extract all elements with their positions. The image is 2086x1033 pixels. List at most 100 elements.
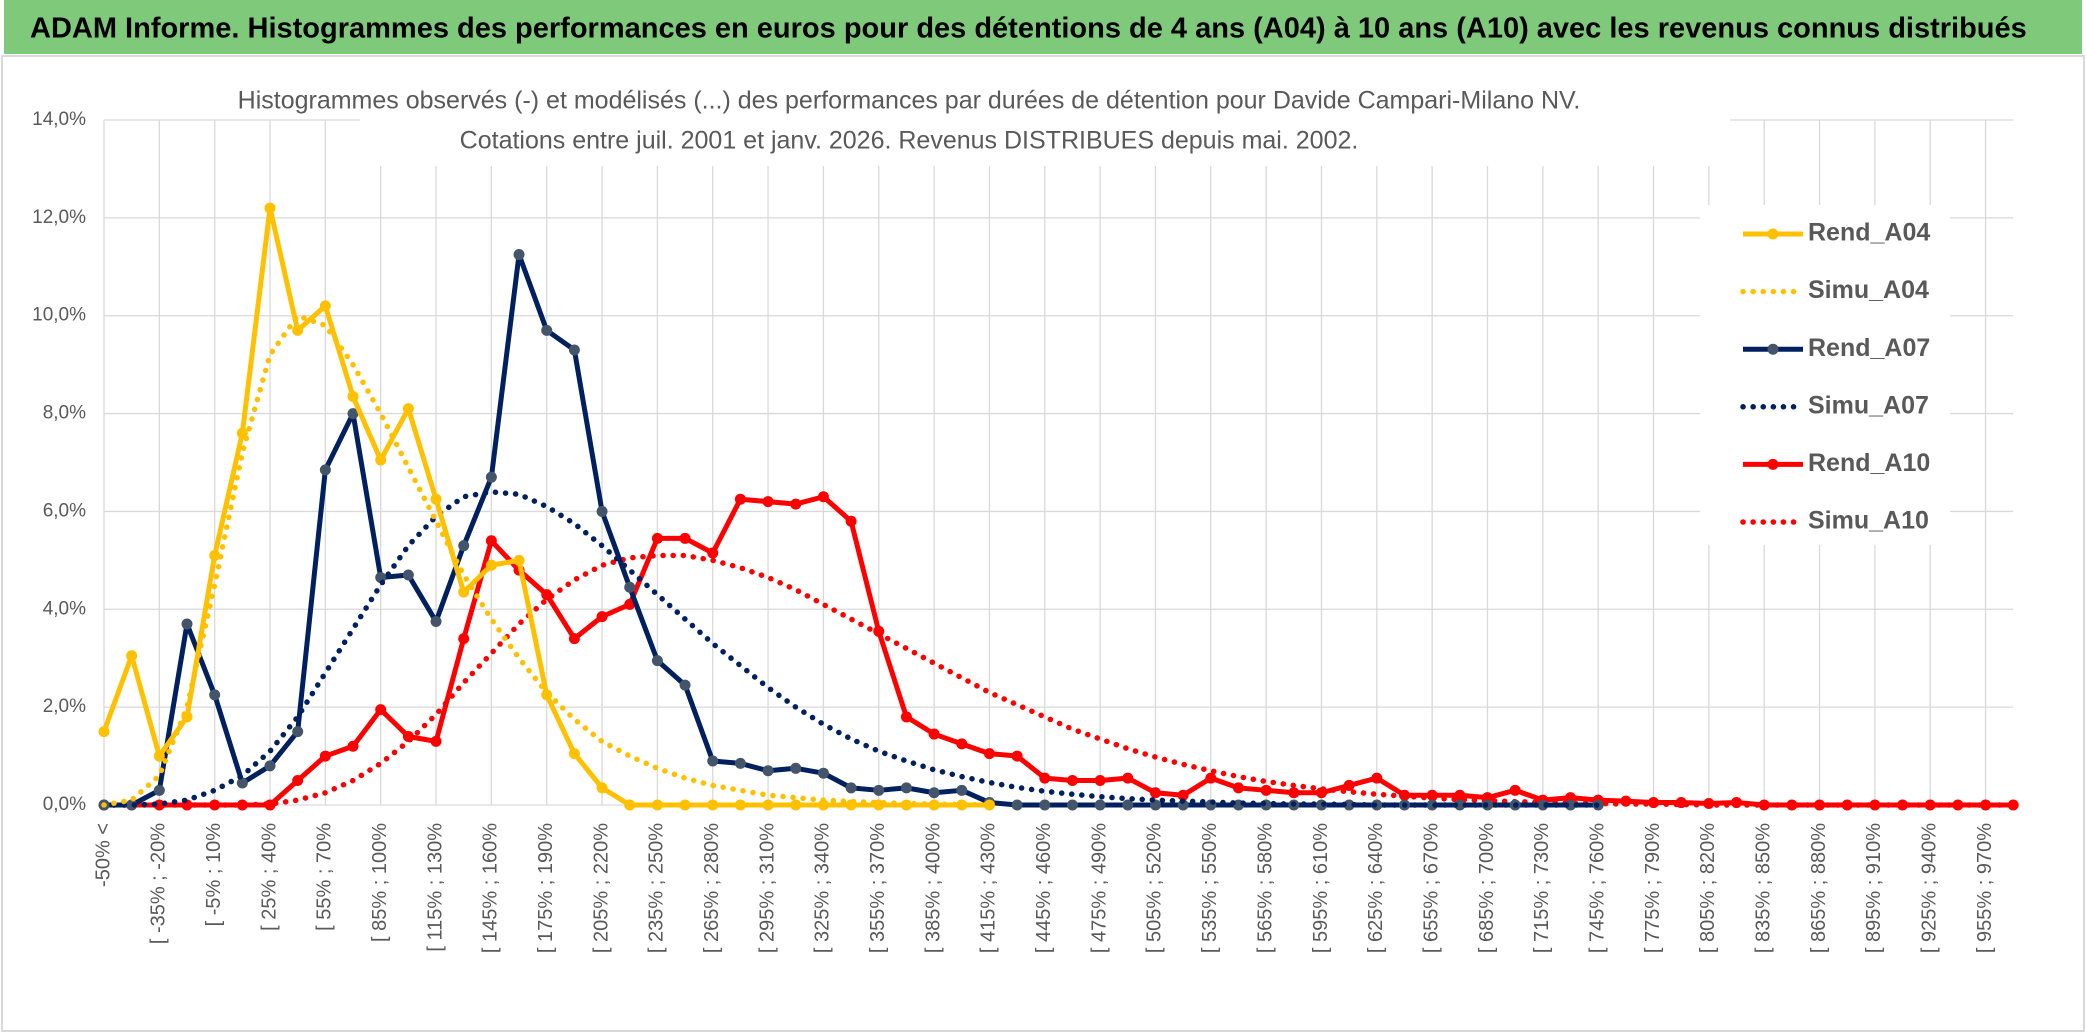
point (707, 799, 719, 811)
point (485, 535, 497, 547)
chart-frame (1, 55, 2085, 1032)
point (458, 586, 470, 598)
point (319, 464, 331, 476)
point (983, 748, 995, 760)
point (734, 799, 746, 811)
x-tick-label: [ 325% ; 340% (812, 823, 834, 953)
legend-label: Simu_A04 (1808, 276, 1929, 304)
legend-label: Rend_A04 (1808, 219, 1930, 247)
y-tick-label: 14,0% (32, 109, 86, 130)
point (319, 750, 331, 762)
x-tick-label: [ 475% ; 490% (1088, 823, 1110, 953)
point (1039, 772, 1051, 784)
x-tick-label: [ 115% ; 130% (424, 823, 446, 952)
legend: Rend_A04 Simu_A04 Rend_A07 Simu_A07 Rend_A10… (1740, 219, 1930, 535)
point (264, 202, 276, 214)
point (209, 689, 221, 701)
x-tick-label: [ 925% ; 940% (1919, 823, 1941, 953)
x-tick-label: [ 175% ; 190% (535, 823, 557, 953)
x-tick-label: [ 835% ; 850% (1752, 823, 1774, 953)
point (430, 493, 442, 505)
point (1343, 799, 1355, 811)
point (790, 799, 802, 811)
point (707, 755, 719, 767)
point (817, 491, 829, 503)
series-line (101, 312, 993, 808)
point (679, 799, 691, 811)
point (1260, 784, 1272, 796)
y-tick-label: 2,0% (43, 696, 86, 717)
point (375, 704, 387, 716)
point (2007, 799, 2019, 811)
point (153, 750, 165, 762)
point (790, 762, 802, 774)
point (845, 515, 857, 527)
point (568, 633, 580, 645)
point (181, 618, 193, 630)
x-tick-label: [ 745% ; 760% (1586, 823, 1608, 953)
point (1122, 772, 1134, 784)
header-title: ADAM Informe. Histogrammes des performan… (30, 13, 2027, 45)
point (1509, 784, 1521, 796)
point (402, 403, 414, 415)
x-tick-label: [ 415% ; 430% (978, 823, 1000, 953)
point (541, 324, 553, 336)
x-tick-label: [ 805% ; 820% (1697, 823, 1719, 953)
chart-subtitle: Cotations entre juil. 2001 et janv. 2026… (460, 127, 1359, 155)
point (873, 784, 885, 796)
x-tick-label: [ 385% ; 400% (922, 823, 944, 953)
y-tick-label: 8,0% (43, 403, 86, 424)
point (209, 549, 221, 561)
point (292, 726, 304, 738)
point (817, 767, 829, 779)
point (236, 777, 248, 789)
point (845, 782, 857, 794)
x-tick-label: [ 955% ; 970% (1974, 823, 1996, 953)
point (900, 711, 912, 723)
point (568, 748, 580, 760)
point (1205, 772, 1217, 784)
point (596, 782, 608, 794)
x-tick-label: [ 895% ; 910% (1863, 823, 1885, 953)
title-box (360, 80, 1730, 166)
point (1426, 799, 1438, 811)
point (734, 493, 746, 505)
x-tick-label: [ 85% ; 100% (369, 823, 391, 942)
point (1758, 799, 1770, 811)
point (734, 757, 746, 769)
x-tick-label: [ 655% ; 670% (1420, 823, 1442, 953)
plot-area (98, 202, 2019, 811)
point (264, 760, 276, 772)
legend-label: Simu_A07 (1808, 391, 1929, 419)
x-tick-label: [ 355% ; 370% (867, 823, 889, 953)
point (1177, 789, 1189, 801)
point (347, 408, 359, 420)
x-tick-label: [ 775% ; 790% (1642, 823, 1664, 953)
point (402, 569, 414, 581)
point (1454, 799, 1466, 811)
point (790, 498, 802, 510)
point (513, 249, 525, 261)
point (624, 581, 636, 593)
point (1897, 799, 1909, 811)
x-tick-label: [ 295% ; 310% (756, 823, 778, 953)
point (1786, 799, 1798, 811)
point (1011, 799, 1023, 811)
point (762, 496, 774, 508)
point (817, 799, 829, 811)
point (596, 505, 608, 517)
x-tick-label: [ 505% ; 520% (1144, 823, 1166, 953)
point (956, 784, 968, 796)
x-tick-label: [ 25% ; 40% (258, 823, 280, 931)
point (983, 799, 995, 811)
x-tick-label: [ 865% ; 880% (1808, 823, 1830, 953)
point (1343, 779, 1355, 791)
x-tick-label: [ 145% ; 160% (480, 823, 502, 953)
point (458, 633, 470, 645)
x-tick-label: [ 595% ; 610% (1310, 823, 1332, 953)
point (430, 616, 442, 628)
point (762, 799, 774, 811)
point (956, 738, 968, 750)
series-line (101, 552, 2016, 808)
point (1039, 799, 1051, 811)
